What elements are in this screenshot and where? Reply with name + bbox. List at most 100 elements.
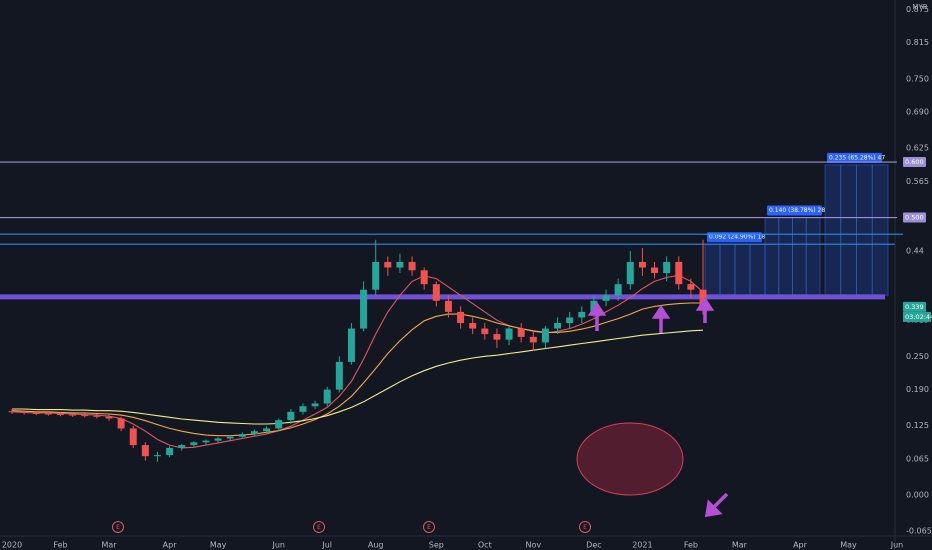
x-tick-label: Jun bbox=[890, 541, 904, 550]
candle-body bbox=[626, 261, 634, 285]
line-layer bbox=[0, 161, 903, 449]
projection-box bbox=[824, 164, 889, 296]
x-tick-label: Dec bbox=[586, 541, 601, 550]
projection-label-box bbox=[767, 205, 822, 216]
candle-body bbox=[129, 428, 137, 446]
y-tick-label: 0.250 bbox=[906, 352, 929, 361]
y-tick-label: 0.625 bbox=[906, 144, 929, 153]
y-tick-label: 0.065 bbox=[906, 454, 929, 463]
candle-body bbox=[517, 328, 525, 337]
arrows bbox=[587, 296, 729, 518]
x-tick-label: Nov bbox=[525, 541, 541, 550]
candle-body bbox=[420, 270, 428, 285]
candle-body bbox=[250, 431, 258, 434]
projection-label: 0.235 (65.28%) 47 bbox=[829, 154, 885, 161]
y-tick-label: 0.44 bbox=[906, 246, 924, 255]
candle-body bbox=[214, 438, 222, 441]
arrow-head bbox=[651, 304, 671, 319]
candle-body bbox=[408, 261, 416, 271]
price-label-box bbox=[903, 212, 926, 223]
y-tick-label: 0.000 bbox=[906, 491, 929, 500]
countdown-box bbox=[903, 311, 931, 322]
candle-body bbox=[529, 336, 537, 343]
x-tick-label: Mar bbox=[101, 541, 117, 550]
x-tick-label: Apr bbox=[793, 541, 808, 550]
earnings-marker bbox=[423, 521, 435, 533]
candle-layer bbox=[8, 239, 707, 462]
candle-body bbox=[93, 415, 101, 417]
candle-body bbox=[457, 311, 465, 324]
candle-body bbox=[505, 328, 513, 340]
currency: MYR bbox=[912, 3, 927, 11]
moving-average bbox=[11, 274, 704, 449]
price-label-box bbox=[903, 301, 926, 312]
candle-body bbox=[360, 289, 368, 329]
candle-body bbox=[32, 412, 40, 414]
x-tick-label: Aug bbox=[368, 541, 384, 550]
candle-body bbox=[81, 415, 89, 417]
candle-body bbox=[566, 317, 574, 324]
candle-body bbox=[335, 361, 343, 390]
earnings-label: E bbox=[317, 524, 321, 531]
earnings-label: E bbox=[427, 524, 431, 531]
x-tick-label: Jul bbox=[321, 541, 332, 550]
candle-body bbox=[663, 261, 671, 274]
y-tick-label: 0.815 bbox=[906, 38, 929, 47]
candle-body bbox=[287, 411, 295, 421]
candle-body bbox=[190, 442, 198, 446]
candle-body bbox=[153, 455, 161, 457]
y-tick-label: 0.750 bbox=[906, 74, 929, 83]
candle-body bbox=[384, 261, 392, 268]
x-tick-label: May bbox=[840, 541, 857, 550]
candle-body bbox=[699, 289, 707, 307]
candle-body bbox=[44, 413, 52, 415]
arrow-head bbox=[587, 301, 607, 316]
candle-body bbox=[675, 261, 683, 285]
earnings-label: E bbox=[116, 524, 120, 531]
arrow-head bbox=[695, 296, 715, 311]
candle-body bbox=[602, 295, 610, 301]
x-tick-label: 2020 bbox=[2, 541, 22, 550]
price-label: 0.500 bbox=[905, 214, 924, 222]
candle-body bbox=[578, 311, 586, 318]
candle-body bbox=[117, 418, 125, 429]
price-label: 0.600 bbox=[905, 158, 924, 166]
candle-body bbox=[396, 261, 404, 268]
candle-body bbox=[166, 447, 174, 456]
highlight-ellipse bbox=[576, 422, 684, 496]
x-tick-label: Sep bbox=[429, 541, 444, 550]
x-tick-label: 2021 bbox=[632, 541, 652, 550]
candle-body bbox=[614, 284, 622, 296]
projection-label-box bbox=[827, 152, 882, 163]
y-tick-label: 0.565 bbox=[906, 177, 929, 186]
earnings-label: E bbox=[583, 524, 587, 531]
candle-body bbox=[444, 300, 452, 312]
arrow bbox=[711, 492, 729, 510]
candle-body bbox=[311, 403, 319, 407]
candle-body bbox=[20, 411, 28, 413]
candle-body bbox=[323, 389, 331, 404]
y-tick-label: 0.690 bbox=[906, 108, 929, 117]
y-tick-label: 0.190 bbox=[906, 385, 929, 394]
earnings-marker bbox=[112, 521, 124, 533]
candle-body bbox=[590, 300, 598, 312]
candle-body bbox=[178, 445, 186, 448]
candle-body bbox=[541, 328, 549, 343]
candle-body bbox=[69, 414, 77, 416]
y-tick-label: 0.125 bbox=[906, 421, 929, 430]
candle-body bbox=[141, 445, 149, 457]
candle-body bbox=[651, 267, 659, 274]
y-tick-label: 0.875 bbox=[906, 5, 929, 14]
candle-body bbox=[638, 261, 646, 268]
x-tick-label: Apr bbox=[163, 541, 178, 550]
candle-body bbox=[105, 416, 113, 419]
candle-body bbox=[347, 328, 355, 362]
moving-average bbox=[12, 329, 704, 425]
projection-label: 0.092 (24.90%) 18 bbox=[709, 234, 765, 241]
projection-box bbox=[704, 243, 766, 296]
moving-average bbox=[11, 302, 703, 437]
earnings-marker bbox=[579, 521, 591, 533]
price-label-box bbox=[903, 157, 926, 168]
